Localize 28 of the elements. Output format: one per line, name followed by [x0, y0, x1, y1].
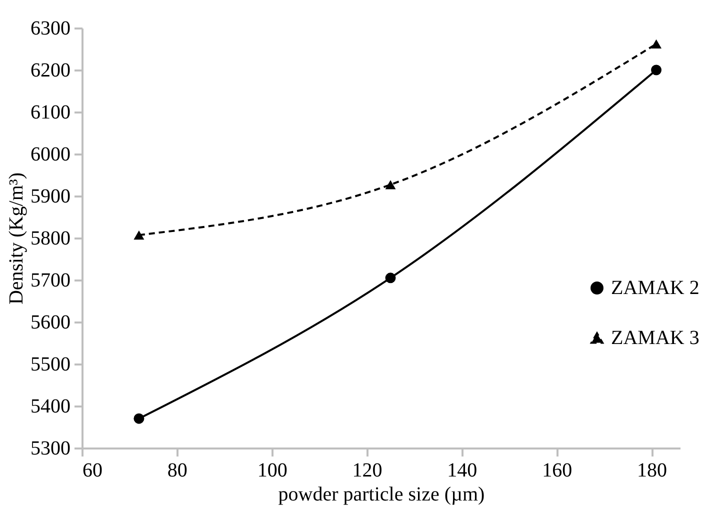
y-tick-label: 5900 — [30, 186, 70, 208]
y-tick-label: 5600 — [30, 312, 70, 334]
point — [651, 39, 662, 48]
point — [651, 64, 662, 76]
x-tick-label: 120 — [352, 460, 382, 482]
y-tick-label: 6300 — [30, 18, 70, 40]
x-axis-title: powder particle size (µm) — [278, 484, 485, 506]
x-tick-label: 60 — [82, 460, 102, 482]
y-tick-label: 5800 — [30, 228, 70, 250]
y-axis-title: Density (Kg/m³) — [6, 172, 28, 305]
point — [385, 180, 396, 190]
y-tick-label: 5500 — [30, 354, 70, 376]
point — [134, 230, 144, 240]
y-tick-label: 6200 — [30, 60, 70, 82]
point — [385, 272, 396, 284]
x-tick-label: 140 — [447, 460, 478, 482]
x-tick-label: 80 — [167, 460, 188, 482]
x-tick-label: 160 — [542, 460, 572, 482]
y-tick-label: 6100 — [30, 102, 70, 124]
x-tick-label: 100 — [257, 460, 288, 482]
y-tick-label: 5700 — [30, 270, 70, 292]
legend-label: ZAMAK 2 — [611, 277, 700, 299]
legend-label: ZAMAK 3 — [611, 327, 700, 349]
x-tick-label: 180 — [637, 460, 668, 482]
point — [134, 413, 144, 424]
y-tick-label: 5400 — [30, 396, 70, 418]
y-tick-label: 6000 — [30, 144, 70, 166]
y-tick-label: 5300 — [30, 438, 70, 460]
